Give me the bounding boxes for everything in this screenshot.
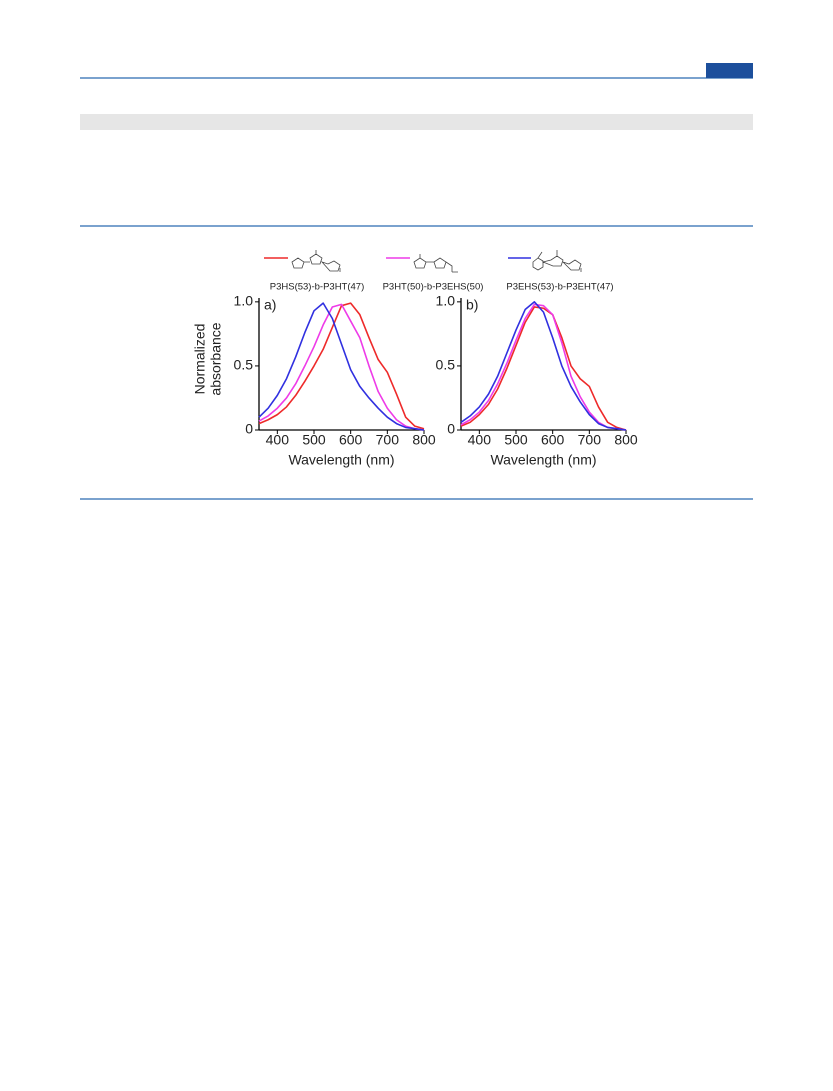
chart-panel: 0 0.5 1.0 400 500 600 700 800 Wavelength (nm) a) N…	[192, 293, 436, 468]
series-line	[460, 301, 627, 431]
x-tick-label: 800	[412, 432, 436, 448]
series-line	[460, 306, 627, 431]
structure-sketches	[291, 250, 582, 273]
series-line	[460, 303, 627, 431]
x-tick-label: 800	[614, 432, 638, 448]
y-tick-label: 1.0	[436, 293, 456, 309]
structure-c	[532, 250, 582, 272]
header-tab	[706, 63, 753, 78]
chart-panel: 0 0.5 1.0 400 500 600 700 800 Wavelength (nm) b)	[436, 293, 638, 468]
x-tick-label: 600	[339, 432, 363, 448]
legend-label: P3HT(50)-b-P3EHS(50)	[383, 282, 484, 293]
y-tick-label: 0	[447, 421, 455, 437]
y-axis-label: absorbance	[208, 322, 224, 395]
panel-label: b)	[466, 297, 478, 313]
legend-label: P3HS(53)-b-P3HT(47)	[270, 282, 365, 293]
series-line	[258, 302, 425, 430]
x-axis-label: Wavelength (nm)	[490, 452, 596, 468]
x-axis-label: Wavelength (nm)	[288, 452, 394, 468]
y-tick-label: 0.5	[436, 357, 456, 373]
x-tick-label: 700	[376, 432, 400, 448]
y-tick-label: 0.5	[234, 357, 254, 373]
x-tick-label: 500	[504, 432, 528, 448]
y-tick-label: 1.0	[234, 293, 254, 309]
x-tick-label: 600	[541, 432, 565, 448]
structure-b	[413, 254, 458, 273]
x-tick-label: 700	[578, 432, 602, 448]
panel-label: a)	[264, 297, 276, 313]
x-tick-label: 400	[266, 432, 290, 448]
x-tick-label: 400	[468, 432, 492, 448]
legend-label: P3EHS(53)-b-P3EHT(47)	[506, 282, 613, 293]
gray-band	[80, 114, 753, 130]
y-axis-label: Normalized	[192, 324, 208, 395]
series-line	[258, 303, 425, 431]
structure-a	[291, 250, 341, 272]
x-tick-label: 500	[302, 432, 326, 448]
series-line	[258, 302, 425, 431]
y-tick-label: 0	[245, 421, 253, 437]
